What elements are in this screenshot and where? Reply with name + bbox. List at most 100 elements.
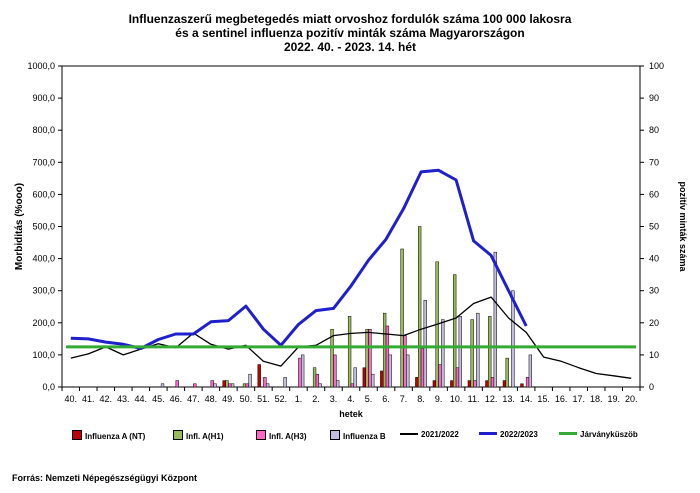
bar <box>210 380 214 388</box>
y-tick-label: 100,0 <box>32 350 55 360</box>
bar <box>371 373 375 388</box>
bar <box>511 290 515 388</box>
y-tick-label: 600,0 <box>32 189 55 199</box>
y-right-tick-label: 70 <box>649 157 659 167</box>
bar <box>470 319 474 388</box>
y-tick-label: 400,0 <box>32 254 55 264</box>
legend-swatch <box>72 430 82 440</box>
bar <box>347 316 352 388</box>
bar <box>298 357 302 388</box>
y-right-tick-label: 30 <box>649 286 659 296</box>
y-tick-label: 800,0 <box>32 125 55 135</box>
x-tick-label: 4. <box>347 394 355 404</box>
bar <box>450 380 454 388</box>
x-axis-title: hetek <box>339 409 364 419</box>
chart-title: Influenzaszerű megbetegedés miatt orvosh… <box>0 12 700 54</box>
bar <box>380 370 384 388</box>
x-tick-label: 16. <box>555 394 568 404</box>
x-tick-label: 9. <box>435 394 443 404</box>
bar <box>458 316 462 388</box>
x-tick-label: 11. <box>468 394 480 404</box>
chart-legend: Influenza A (NT) Infl. A(H1) Infl. A(H3)… <box>72 430 672 444</box>
bar <box>213 383 217 388</box>
x-tick-label: 8. <box>417 394 425 404</box>
bar <box>353 367 357 388</box>
legend-label: Influenza B <box>343 432 386 441</box>
y-right-tick-label: 60 <box>649 189 659 199</box>
x-tick-label: 19. <box>607 394 620 404</box>
legend-item-infl-a-h3: Infl. A(H3) <box>256 430 306 441</box>
bar <box>485 380 489 388</box>
bar <box>283 377 287 388</box>
bar <box>336 380 340 388</box>
bar <box>242 383 247 388</box>
source-note: Forrás: Nemzeti Népegészségügyi Központ <box>12 473 198 483</box>
bar <box>312 367 317 388</box>
legend-swatch <box>256 430 266 440</box>
legend-swatch <box>330 430 340 440</box>
bar <box>175 380 179 388</box>
bar <box>525 377 530 388</box>
x-tick-label: 45. <box>152 394 165 404</box>
bar <box>193 383 197 388</box>
x-tick-label: 51. <box>257 394 270 404</box>
bar <box>400 248 404 388</box>
x-tick-label: 14. <box>520 394 533 404</box>
y-tick-label: 700,0 <box>32 157 55 167</box>
bar <box>415 377 419 388</box>
bar <box>362 367 366 388</box>
bar <box>406 354 410 388</box>
bar <box>225 380 229 388</box>
bar <box>432 380 437 388</box>
x-tick-label: 5. <box>365 394 373 404</box>
bar <box>248 373 252 388</box>
bar <box>490 377 495 388</box>
bar <box>330 328 334 388</box>
bar <box>502 380 507 388</box>
bar <box>423 300 427 388</box>
bar <box>160 383 165 388</box>
bar <box>505 357 509 388</box>
bar <box>230 383 235 388</box>
y-tick-label: 300,0 <box>32 286 55 296</box>
bar <box>455 367 460 388</box>
legend-swatch <box>173 430 183 440</box>
x-tick-label: 13. <box>502 394 515 404</box>
y-right-tick-label: 40 <box>649 254 659 264</box>
x-tick-label: 41. <box>82 394 95 404</box>
x-tick-label: 52. <box>275 394 288 404</box>
bar <box>228 383 232 388</box>
legend-item-influenza-b: Influenza B <box>330 430 386 441</box>
y-right-tick-label: 100 <box>649 61 664 71</box>
legend-label: 2022/2023 <box>500 430 538 439</box>
bar <box>418 226 422 388</box>
legend-label: 2021/2022 <box>421 430 459 439</box>
x-tick-label: 1. <box>295 394 303 404</box>
x-tick-label: 3. <box>330 394 338 404</box>
bar <box>420 348 425 388</box>
bar <box>441 319 445 388</box>
bar <box>528 354 533 388</box>
x-tick-label: 20. <box>625 394 638 404</box>
x-tick-label: 47. <box>187 394 200 404</box>
x-tick-label: 48. <box>205 394 218 404</box>
y-tick-label: 200,0 <box>32 318 55 328</box>
x-tick-label: 15. <box>537 394 550 404</box>
y-tick-label: 1000,0 <box>27 61 55 71</box>
bar <box>382 312 387 388</box>
x-tick-label: 12. <box>485 394 498 404</box>
x-tick-label: 44. <box>135 394 148 404</box>
bar <box>385 325 390 388</box>
series-line <box>70 168 528 350</box>
series-line <box>70 296 632 379</box>
legend-line-swatch <box>400 433 418 435</box>
y-tick-label: 900,0 <box>32 93 55 103</box>
legend-label: Influenza A (NT) <box>85 432 146 441</box>
x-tick-label: 46. <box>170 394 183 404</box>
x-tick-label: 2. <box>312 394 320 404</box>
chart-title-line-2: és a sentinel influenza pozitív minták s… <box>175 26 525 40</box>
bar <box>257 364 261 388</box>
legend-item-2022-2023: 2022/2023 <box>479 430 538 439</box>
x-tick-label: 40. <box>64 394 77 404</box>
